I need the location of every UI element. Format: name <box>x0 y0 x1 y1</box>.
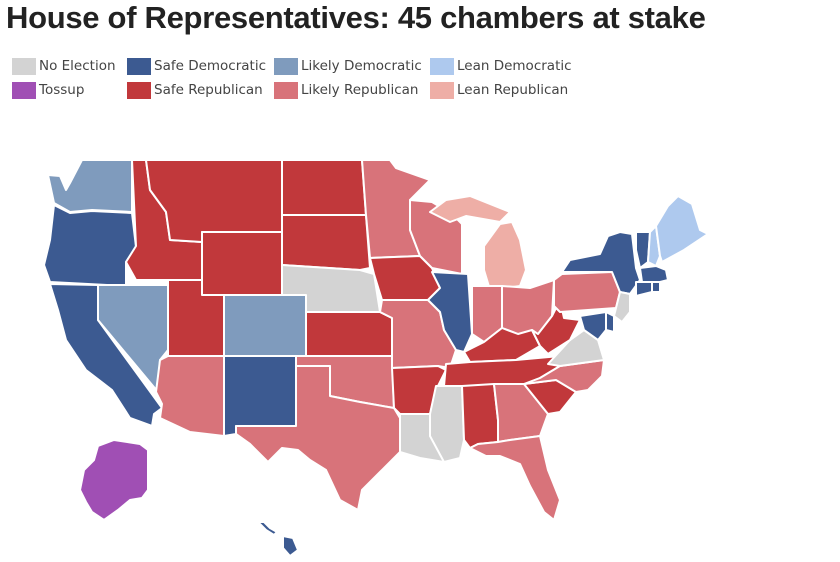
legend-label: Likely Republican <box>301 82 419 98</box>
legend-item-safe-republican: Safe Republican <box>127 81 263 99</box>
legend-label: Safe Republican <box>154 82 263 98</box>
legend-item-likely-republican: Likely Republican <box>274 81 418 99</box>
legend-item-likely-democratic: Likely Democratic <box>274 57 422 75</box>
state-KS[interactable] <box>305 311 393 357</box>
state-MI-upper[interactable] <box>429 195 511 223</box>
state-HI[interactable] <box>282 535 299 557</box>
state-PA[interactable] <box>553 271 621 313</box>
state-FL[interactable] <box>469 435 561 521</box>
state-NY[interactable] <box>561 231 641 295</box>
legend-swatch <box>430 57 454 75</box>
state-AZ[interactable] <box>155 355 225 437</box>
state-IL[interactable] <box>427 271 473 353</box>
state-WV[interactable] <box>531 299 581 355</box>
state-NJ[interactable] <box>613 291 631 323</box>
state-MD[interactable] <box>579 311 607 341</box>
legend-item-safe-democratic: Safe Democratic <box>127 57 266 75</box>
state-AL[interactable] <box>461 383 499 449</box>
state-RI[interactable] <box>651 281 661 293</box>
state-CO[interactable] <box>223 294 307 357</box>
state-VT[interactable] <box>635 231 651 269</box>
legend-item-no-election: No Election <box>12 57 116 75</box>
legend-label: Likely Democratic <box>301 58 422 74</box>
state-AK[interactable] <box>79 439 149 521</box>
legend-swatch <box>274 81 298 99</box>
legend-swatch <box>12 81 36 99</box>
legend-label: Lean Republican <box>457 82 569 98</box>
page-title: House of Representatives: 45 chambers at… <box>6 0 706 35</box>
legend-item-lean-republican: Lean Republican <box>430 81 568 99</box>
state-MA[interactable] <box>639 265 669 283</box>
state-ND[interactable] <box>281 159 367 216</box>
state-HI-islands[interactable] <box>257 521 278 536</box>
state-WA[interactable] <box>47 159 133 213</box>
legend-swatch <box>127 81 151 99</box>
state-MI[interactable] <box>483 221 527 291</box>
state-NM[interactable] <box>223 355 297 437</box>
legend-item-lean-democratic: Lean Democratic <box>430 57 572 75</box>
legend-label: Safe Democratic <box>154 58 267 74</box>
legend-label: Tossup <box>39 82 85 98</box>
legend-label: Lean Democratic <box>457 58 572 74</box>
state-TX[interactable] <box>235 365 401 511</box>
state-CT[interactable] <box>635 281 653 297</box>
state-DE[interactable] <box>605 311 615 333</box>
state-SD[interactable] <box>281 214 371 271</box>
legend-label: No Election <box>39 58 116 74</box>
state-WY[interactable] <box>201 231 283 296</box>
legend-swatch <box>274 57 298 75</box>
legend-swatch <box>430 81 454 99</box>
state-ME[interactable] <box>655 195 709 263</box>
legend-swatch <box>127 57 151 75</box>
legend-swatch <box>12 57 36 75</box>
legend-item-tossup: Tossup <box>12 81 84 99</box>
state-OR[interactable] <box>43 204 137 287</box>
